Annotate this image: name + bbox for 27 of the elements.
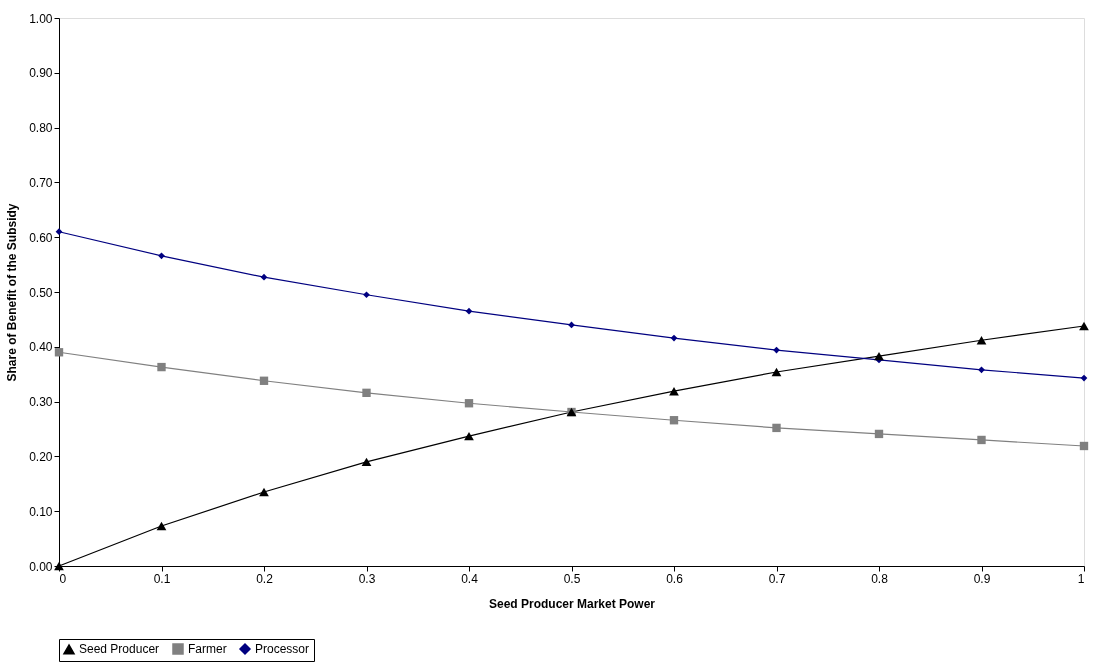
x-tick-label: 0.3 [358,571,376,586]
x-tick-label: 0.2 [256,571,274,586]
y-tick-label: 0.00 [29,559,53,574]
y-tick-label: 0.40 [29,340,53,355]
y-axis-title: Share of Benefit of the Subsidy [5,203,20,382]
x-tick-label: 0.8 [871,571,889,586]
x-tick-label: 0.9 [973,571,991,586]
y-tick-label: 0.30 [29,395,53,410]
x-tick-label: 0.6 [666,571,684,586]
x-axis-title: Seed Producer Market Power [488,596,656,611]
y-tick-label: 0.60 [29,230,53,245]
x-tick-label: 0.4 [461,571,479,586]
legend-label: Farmer [188,642,227,656]
x-tick-label: 0.5 [563,571,581,586]
legend-label: Seed Producer [79,642,160,657]
y-tick-label: 0.20 [29,449,53,464]
x-tick-label: 0.7 [768,571,786,586]
x-tick-label: 0.1 [153,571,171,586]
x-tick-label: 0 [59,571,67,586]
y-tick-label: 0.70 [29,175,53,190]
y-tick-label: 0.90 [29,66,53,81]
legend-label: Processor [255,642,310,656]
y-tick-label: 0.50 [29,285,53,300]
y-tick-label: 1.00 [29,11,53,26]
y-tick-label: 0.10 [29,504,53,519]
x-tick-label: 1 [1077,571,1085,586]
y-tick-label: 0.80 [29,121,53,136]
